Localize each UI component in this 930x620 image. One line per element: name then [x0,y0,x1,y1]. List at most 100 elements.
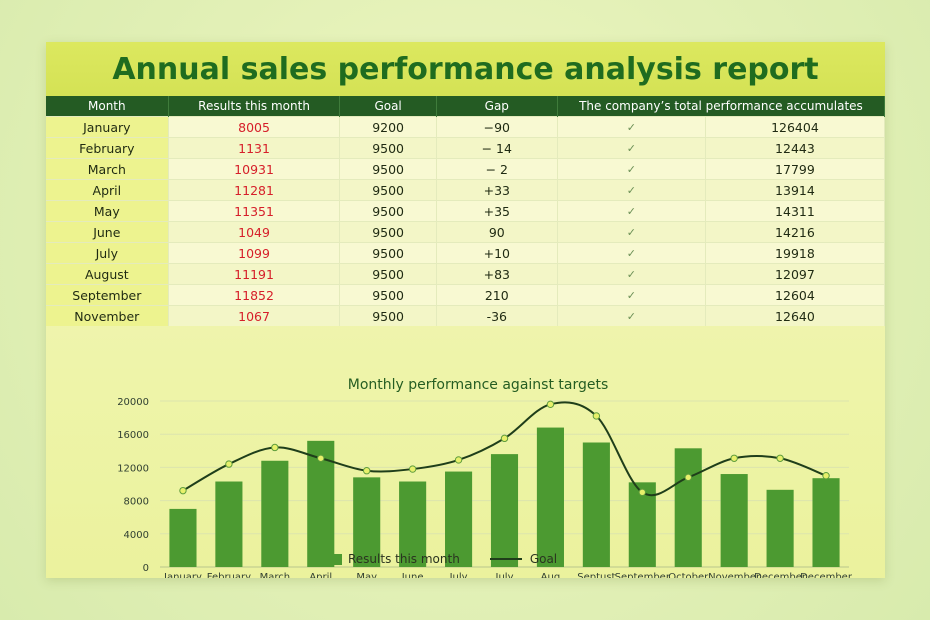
column-header-gap: Gap [436,96,558,117]
results-bar [490,454,519,567]
y-axis-tick-label: 4000 [124,530,149,541]
status-check-cell: ✓ [557,305,706,326]
cumulative-cell: 17799 [705,158,885,180]
status-check-cell: ✓ [557,179,706,201]
month-cell: April [46,179,169,201]
cumulative-cell: 12443 [705,137,885,159]
results-bar [399,481,427,567]
status-check-cell: ✓ [557,137,706,159]
cumulative-cell: 14311 [705,200,885,222]
table-row: April 11281 9500 +33 ✓ 13914 [46,179,885,201]
goal-point [363,467,371,475]
results-cell: 1049 [168,221,341,243]
goal-cell: 9500 [339,305,437,326]
gap-cell: − 14 [436,137,558,159]
status-check-cell: ✓ [557,221,706,243]
chart-legend: Results this month Goal [325,550,585,568]
goal-cell: 9500 [339,221,437,243]
x-axis-tick-label: October [668,572,709,578]
status-check-cell: ✓ [557,284,706,306]
x-axis-tick-label: May [356,572,377,578]
goal-point [179,486,187,495]
goal-point [776,454,784,462]
results-bar [582,442,610,567]
month-cell: May [46,200,169,222]
gap-cell: 210 [436,284,558,306]
status-check-cell: ✓ [557,200,706,222]
y-axis-tick-label: 8000 [124,497,149,508]
goal-cell: 9500 [339,179,437,201]
table-row: February 1131 9500− 14 ✓ 12443 [46,137,885,159]
gap-cell: +33 [436,179,558,201]
y-axis-tick-label: 16000 [117,430,149,441]
goal-cell: 9500 [339,200,437,222]
results-bar [628,482,656,567]
goal-cell: 9200 [339,116,437,138]
cumulative-cell: 126404 [705,116,885,138]
gap-cell: -36 [436,305,558,326]
cumulative-cell: 13914 [705,179,885,201]
x-axis-tick-label: Septust [577,572,615,578]
y-axis-tick-label: 0 [143,563,149,574]
chart-title: Monthly performance against targets [348,377,609,393]
cumulative-cell: 19918 [705,242,885,264]
results-cell: 11281 [168,179,341,201]
goal-point [454,456,463,464]
y-axis-tick-label: 20000 [117,397,149,408]
goal-cell: 9500 [339,284,437,306]
status-check-cell: ✓ [557,116,706,138]
chart-area: Monthly performance against targets 0 4000… [46,328,885,578]
goal-point [638,488,646,497]
goal-cell: 9500 [339,242,437,264]
results-cell: 10931 [168,158,341,180]
month-cell: June [46,221,169,243]
report-card: Annual sales performance analysis report… [46,42,885,578]
results-bar [353,477,381,567]
goal-cell: 9500 [339,137,437,159]
cumulative-cell: 12097 [705,263,885,285]
goal-point [317,454,325,462]
x-axis-tick-label: January [163,572,202,578]
results-bar [536,427,564,567]
gap-cell: 90 [436,221,558,243]
results-bar [215,481,243,567]
goal-cell: 9500 [339,158,437,180]
gap-cell: +35 [436,200,558,222]
month-cell: February [46,137,169,159]
results-cell: 8005 [168,116,341,138]
x-axis-tick-label: December [800,572,853,578]
goal-point [546,400,555,409]
x-axis-tick-label: Aug [541,572,561,578]
results-bar [674,448,702,567]
results-cell: 11351 [168,200,341,222]
column-header-month: Month [46,96,169,117]
table-row: September 11852 9500 210 ✓ 12604 [46,284,885,306]
results-bar [445,471,473,567]
goal-point [271,443,279,452]
results-cell: 1131 [168,137,341,159]
performance-table: Month Results this month Goal Gap The co… [46,96,885,326]
title-band: Annual sales performance analysis report [46,42,885,96]
legend-results-swatch [325,553,342,565]
results-cell: 1067 [168,305,341,326]
gap-cell: +83 [436,263,558,285]
results-cell: 1099 [168,242,341,264]
table-row: June 1049 9500 90 ✓ 14216 [46,221,885,243]
status-check-cell: ✓ [557,263,706,285]
month-cell: March [46,158,169,180]
month-cell: November [46,305,169,326]
x-axis-tick-label: April [309,572,332,578]
results-bar [261,460,289,567]
x-axis-tick-label: June [401,572,424,578]
y-axis-tick-label: 12000 [117,463,149,474]
legend-goal-label: Goal [529,552,558,566]
cumulative-cell: 14216 [705,221,885,243]
table-row: May 11351 9500 +35 ✓ 14311 [46,200,885,222]
goal-point [684,473,692,482]
month-cell: August [46,263,169,285]
x-axis-tick-label: March [260,572,290,578]
results-cell: 11852 [168,284,341,306]
goal-cell: 9500 [339,263,437,285]
table-row: March 10931 9500− 2 ✓ 17799 [46,158,885,180]
goal-point [592,412,601,420]
